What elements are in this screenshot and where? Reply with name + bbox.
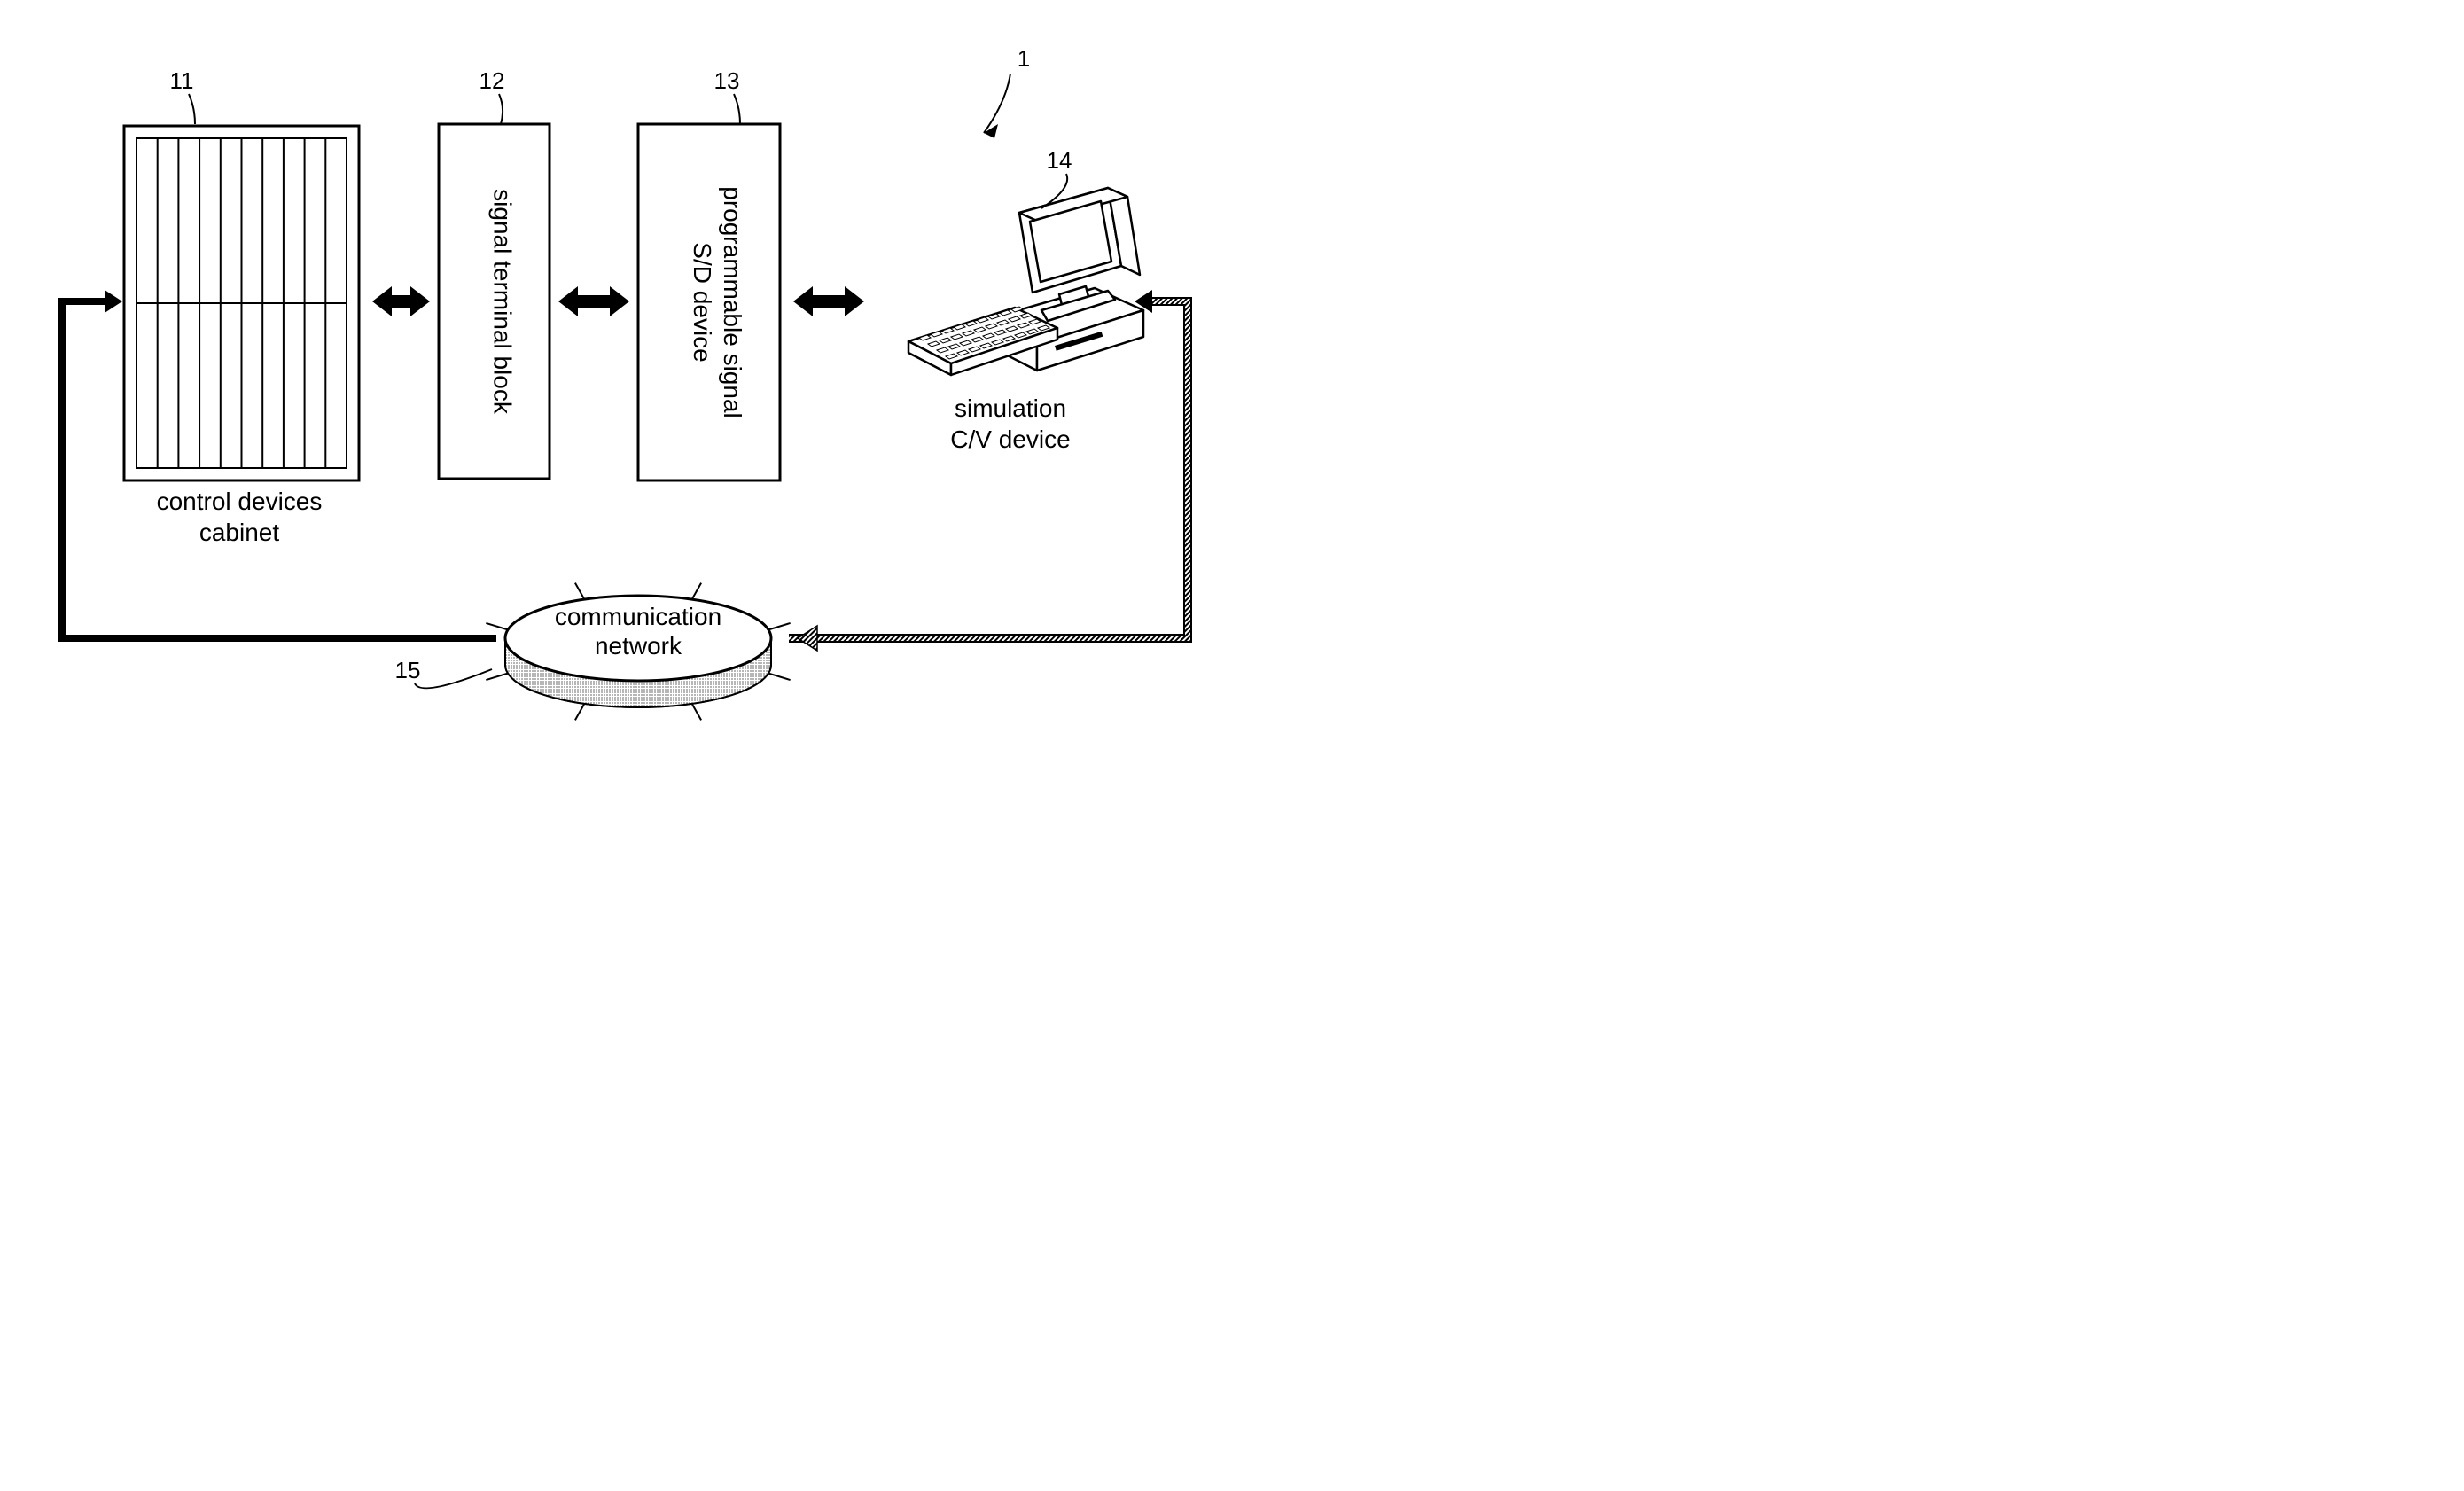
diagram-canvas: 1 control devices cabinet 11 signal terminal… — [0, 0, 1232, 746]
double-arrow — [558, 286, 629, 316]
computer-ref: 14 — [1047, 147, 1072, 174]
right-bus-arrowhead — [798, 626, 817, 651]
sd-device-label: S/D device — [689, 242, 716, 362]
sd-device-ref: 13 — [714, 67, 740, 94]
computer-label: C/V device — [950, 425, 1070, 453]
left-bus — [62, 301, 496, 638]
ref-global: 1 — [1018, 45, 1030, 72]
network-ref: 15 — [395, 657, 421, 683]
cabinet-ref: 11 — [170, 67, 194, 94]
ref-leader — [499, 94, 503, 124]
signal-terminal-block-label: signal terminal block — [489, 189, 517, 415]
network-label: network — [595, 632, 682, 660]
sd-device-label: programmable signal — [719, 186, 746, 418]
path-arrowhead — [105, 290, 122, 313]
cabinet-label: cabinet — [199, 519, 280, 546]
signal-terminal-block-label-group: signal terminal block — [489, 189, 517, 415]
double-arrow — [372, 286, 430, 316]
computer-icon — [908, 188, 1143, 375]
ref-leader — [734, 94, 740, 124]
signal-block-ref: 12 — [480, 67, 505, 94]
computer-label: simulation — [955, 394, 1066, 422]
double-arrow — [793, 286, 864, 316]
cabinet-label: control devices — [157, 488, 323, 515]
ref-leader — [415, 669, 492, 688]
ref-global-leader — [984, 74, 1010, 133]
network-label: communication — [555, 603, 721, 630]
ref-leader — [189, 94, 195, 124]
